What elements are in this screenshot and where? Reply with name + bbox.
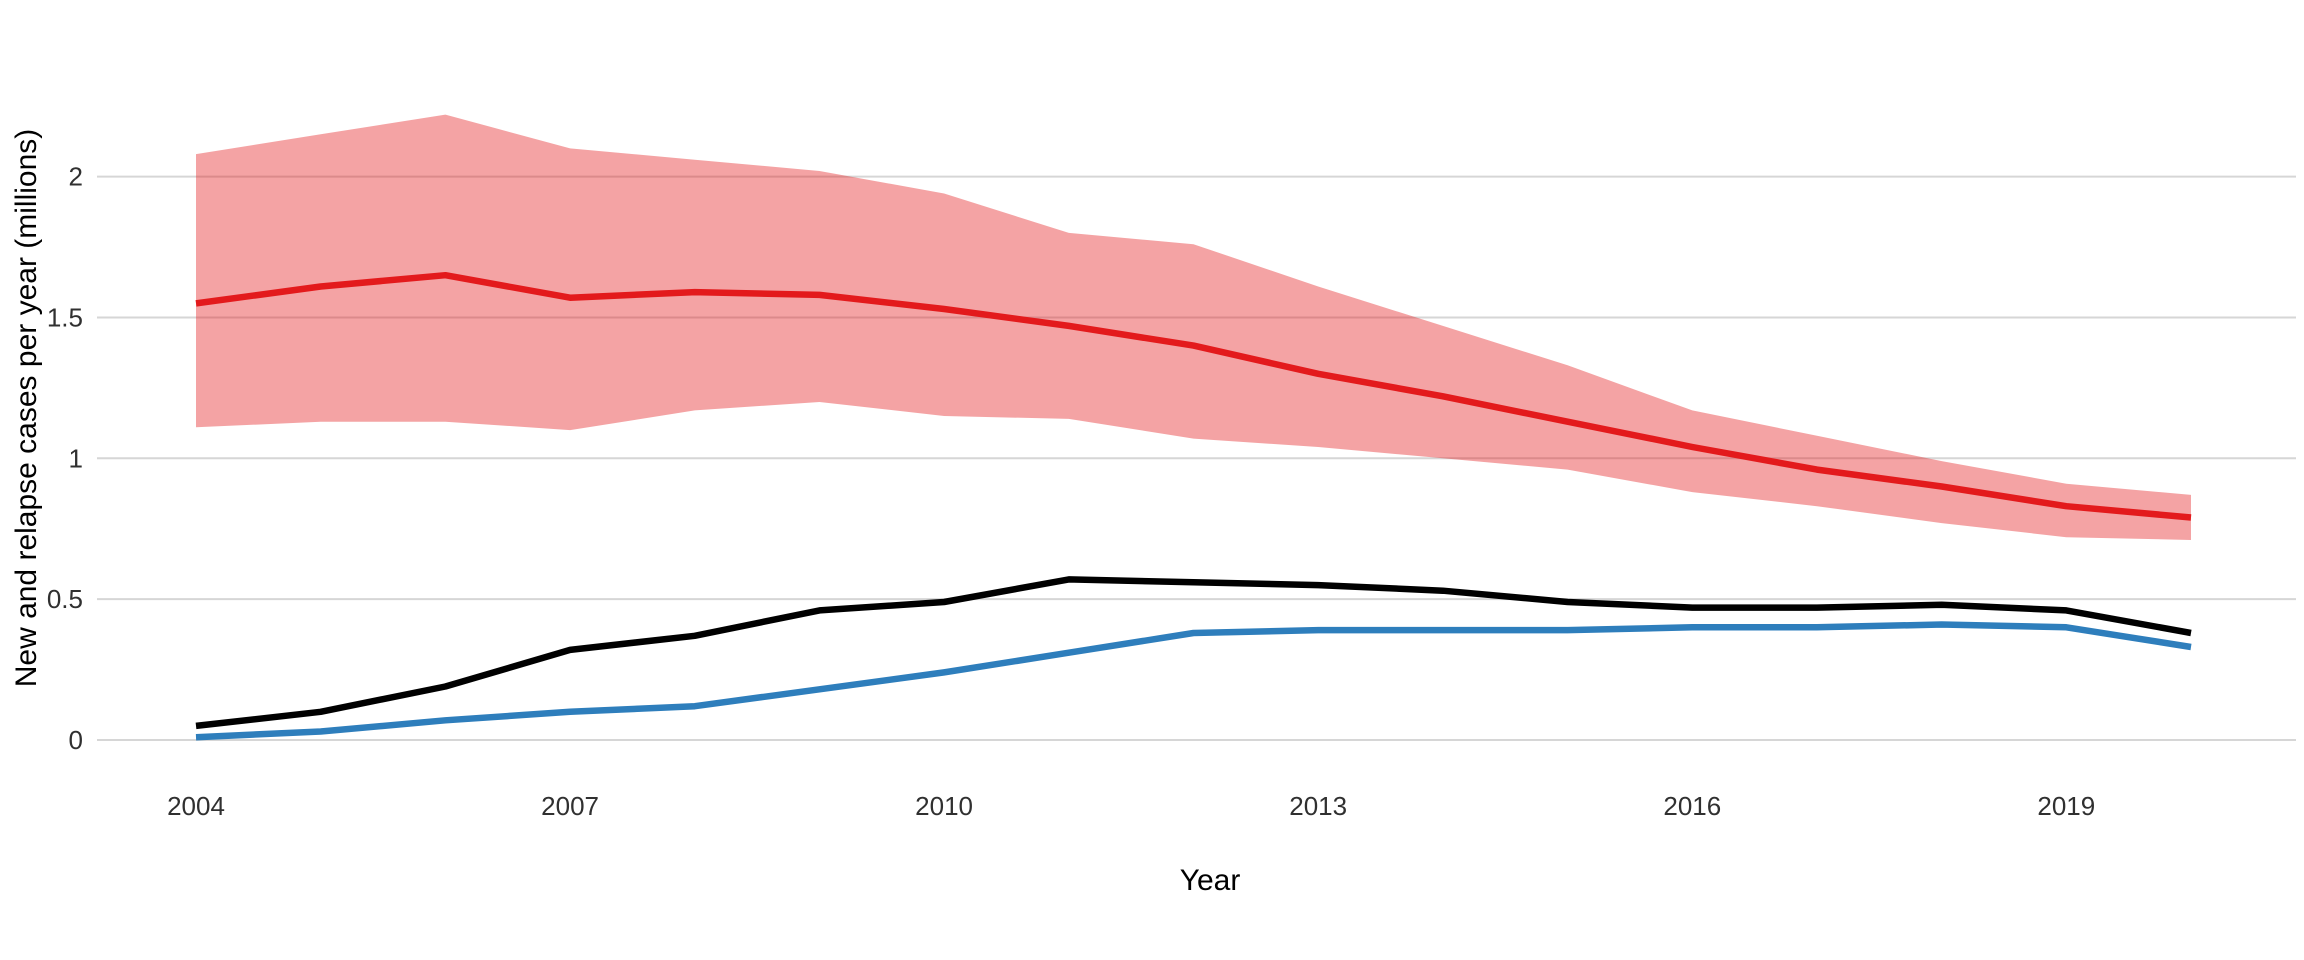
- blue-line: [195, 621, 2192, 741]
- confidence-band-layer: [196, 114, 2191, 540]
- y-tick-label: 2: [69, 162, 83, 192]
- x-axis-tick-labels: 2004 2007 2010 2013 2016 2019: [167, 791, 2095, 821]
- x-tick-label: 2010: [915, 791, 973, 821]
- red-line-with-ci-band: [195, 271, 2192, 521]
- black-line: [195, 576, 2192, 730]
- series-lines-layer: [195, 271, 2192, 741]
- y-tick-label: 1: [69, 443, 83, 473]
- y-axis-title: New and relapse cases per year (millions…: [10, 129, 43, 688]
- y-axis-tick-labels: 0 0.5 1 1.5 2: [47, 162, 83, 755]
- x-axis-title: Year: [1180, 864, 1241, 897]
- x-tick-label: 2007: [541, 791, 599, 821]
- y-tick-label: 0.5: [47, 584, 83, 614]
- x-tick-label: 2013: [1289, 791, 1347, 821]
- x-tick-label: 2016: [1663, 791, 1721, 821]
- x-tick-label: 2004: [167, 791, 225, 821]
- y-tick-label: 0: [69, 725, 83, 755]
- gridlines-layer: [97, 175, 2296, 741]
- x-tick-label: 2019: [2037, 791, 2095, 821]
- y-tick-label: 1.5: [47, 303, 83, 333]
- red-line-with-ci-band-confidence-band: [196, 114, 2191, 540]
